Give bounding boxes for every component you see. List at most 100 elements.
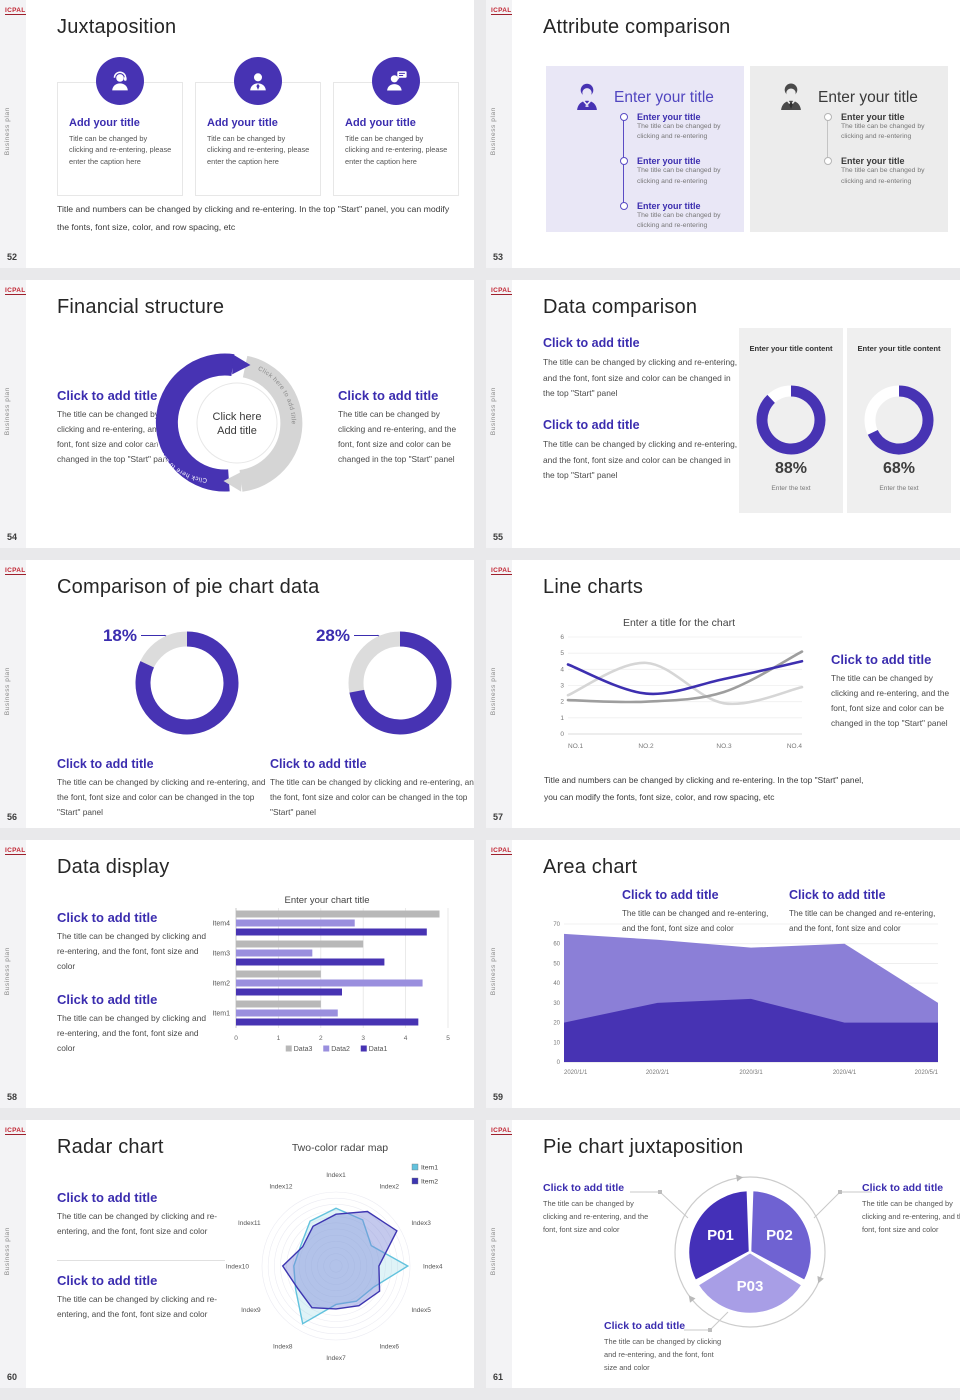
footer-note: Title and numbers can be changed by clic… <box>544 775 864 803</box>
page-number: 59 <box>493 1092 504 1102</box>
page-title: Pie chart juxtaposition <box>543 1136 744 1158</box>
leader-dot <box>708 1328 712 1332</box>
slide-61[interactable]: ICPAL Business plan 61 Pie chart juxtapo… <box>486 1120 960 1388</box>
page-title: Data comparison <box>543 296 698 318</box>
timeline-line <box>826 120 828 164</box>
donut-callout-label: 18% <box>102 626 137 645</box>
svg-text:Index2: Index2 <box>380 1184 400 1191</box>
slide-58[interactable]: ICPAL Business plan 58 Data display Clic… <box>0 840 474 1108</box>
line-chart-title: Enter a title for the chart <box>622 617 736 629</box>
brand-logo: ICPAL <box>491 7 512 16</box>
block-body: The title can be changed and re-entering… <box>622 909 769 934</box>
card-caption: Title can be changed by clicking and re-… <box>69 134 172 166</box>
donut-chart-68 <box>864 385 934 455</box>
avatar-circle <box>372 57 420 105</box>
block-body: The title can be changed by clicking and… <box>270 777 474 817</box>
timeline-node <box>824 113 832 121</box>
timeline-node <box>620 157 628 166</box>
sidebar-vertical-label: Business plan <box>490 667 497 716</box>
brand-logo: ICPAL <box>5 567 26 576</box>
svg-text:NO.4: NO.4 <box>787 743 803 750</box>
svg-text:Index11: Index11 <box>238 1220 261 1227</box>
block-heading: Click to add title <box>57 992 158 1007</box>
block-body: The title can be changed by clicking and… <box>604 1337 722 1373</box>
left-strip <box>0 1120 26 1388</box>
brand-logo: ICPAL <box>491 567 512 576</box>
svg-text:0: 0 <box>560 731 564 738</box>
brand-logo: ICPAL <box>491 847 512 856</box>
brand-logo: ICPAL <box>5 287 26 296</box>
block-heading: Click to add title <box>57 1190 158 1205</box>
svg-text:Data3: Data3 <box>294 1046 313 1053</box>
timeline: Enter your title The title can be change… <box>824 112 942 196</box>
timeline: Enter your title The title can be change… <box>620 112 738 240</box>
timeline-item-caption: The title can be changed by clicking and… <box>841 123 925 141</box>
page-number: 56 <box>7 812 18 822</box>
block-heading: Click to add title <box>270 757 367 771</box>
svg-text:60: 60 <box>553 942 560 948</box>
callout-line <box>354 635 378 636</box>
svg-text:2020/3/1: 2020/3/1 <box>739 1070 763 1076</box>
leader-line <box>630 1191 689 1219</box>
block-body: The title can be changed by clicking and… <box>57 1211 218 1236</box>
left-strip <box>486 280 512 548</box>
timeline-item-caption: The title can be changed by clicking and… <box>637 167 721 185</box>
donut-chart-88 <box>756 385 826 455</box>
bar-chart: 0 1 2 3 4 5 Item4 Item3 Item2 Item1 Data3 Data2 Data… <box>212 908 450 1053</box>
svg-text:6: 6 <box>560 634 564 641</box>
svg-text:Index1: Index1 <box>326 1172 346 1179</box>
slide-55[interactable]: ICPAL Business plan 55 Data comparison C… <box>486 280 960 548</box>
svg-text:5: 5 <box>446 1035 450 1042</box>
page-title: Comparison of pie chart data <box>57 576 320 598</box>
donut-callout-label: 28% <box>315 626 350 645</box>
svg-text:Item3: Item3 <box>212 951 230 958</box>
block-body: The title can be changed and re-entering… <box>789 909 936 934</box>
left-strip <box>0 280 26 548</box>
sidebar-vertical-label: Business plan <box>4 387 11 436</box>
sidebar-vertical-label: Business plan <box>490 1227 497 1276</box>
svg-text:Item4: Item4 <box>212 921 230 928</box>
sidebar-vertical-label: Business plan <box>4 1227 11 1276</box>
slide-53[interactable]: ICPAL Business plan 53 Attribute compari… <box>486 0 960 268</box>
svg-text:Item1: Item1 <box>421 1165 438 1172</box>
svg-text:0: 0 <box>234 1035 238 1042</box>
page-title: Financial structure <box>57 296 225 318</box>
svg-text:Index6: Index6 <box>380 1343 400 1350</box>
block-heading: Click to add title <box>543 418 640 432</box>
stat-card-header: Enter your title content <box>857 344 941 353</box>
sidebar-vertical-label: Business plan <box>490 107 497 156</box>
slide-52[interactable]: ICPAL Business plan 52 Juxtaposition Add… <box>0 0 474 268</box>
slide-59[interactable]: ICPAL Business plan 59 Area chart Click … <box>486 840 960 1108</box>
svg-text:NO.1: NO.1 <box>568 743 584 750</box>
svg-text:Index3: Index3 <box>411 1220 431 1227</box>
slide-60[interactable]: ICPAL Business plan 60 Radar chart Click… <box>0 1120 474 1388</box>
block-heading: Click to add title <box>57 1273 158 1288</box>
footer-note: Title and numbers can be changed by clic… <box>57 204 450 232</box>
leader-dot <box>838 1190 842 1194</box>
page-title: Line charts <box>543 576 644 598</box>
block-heading: Click to add title <box>543 336 640 350</box>
stat-card: Enter your title content 88% Enter the t… <box>739 328 843 513</box>
block-body: The title can be changed by clicking and… <box>57 409 176 464</box>
svg-text:5: 5 <box>560 650 564 657</box>
card-title: Add your title <box>207 117 278 129</box>
slide-54[interactable]: ICPAL Business plan 54 Financial structu… <box>0 280 474 548</box>
timeline-item: Enter your title The title can be change… <box>620 112 738 142</box>
slide-56[interactable]: ICPAL Business plan 56 Comparison of pie… <box>0 560 474 828</box>
slide-57[interactable]: ICPAL Business plan 57 Line charts Enter… <box>486 560 960 828</box>
block-body: The title can be changed by clicking and… <box>831 673 950 728</box>
timeline-item-caption: The title can be changed by clicking and… <box>637 211 721 229</box>
stat-card-header: Enter your title content <box>749 344 833 353</box>
brand-logo: ICPAL <box>5 847 26 856</box>
svg-text:3: 3 <box>361 1035 365 1042</box>
donut-chart-28 <box>348 631 452 735</box>
bar-chart-title: Enter your chart title <box>284 895 370 906</box>
timeline-item-title: Enter your title <box>841 156 905 167</box>
brand-logo: ICPAL <box>5 7 26 16</box>
left-strip <box>486 0 512 268</box>
svg-text:2020/1/1: 2020/1/1 <box>564 1070 588 1076</box>
svg-text:30: 30 <box>553 1001 560 1007</box>
block-body: The title can be changed by clicking and… <box>338 409 457 464</box>
person-chat-icon <box>387 71 407 91</box>
brand-logo: ICPAL <box>491 1127 512 1136</box>
